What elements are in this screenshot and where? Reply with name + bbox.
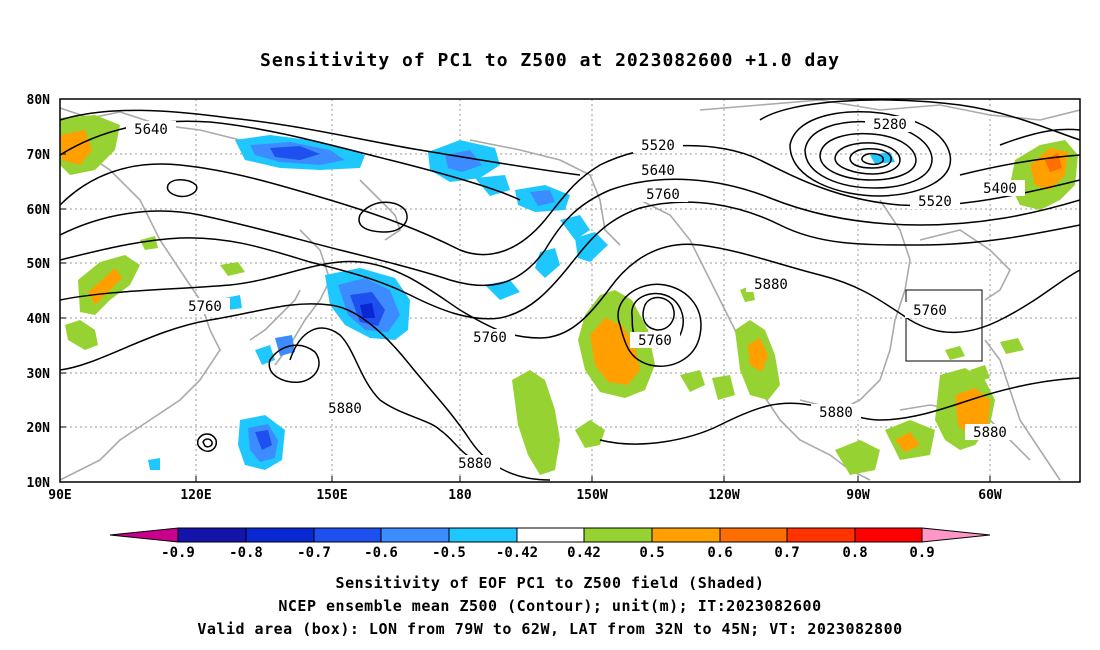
- footer-contour-caption: NCEP ensemble mean Z500 (Contour); unit(…: [278, 597, 822, 615]
- colorbar-bin: [516, 527, 585, 543]
- colorbar-low-triangle: [109, 527, 179, 543]
- contour-label: 5640: [641, 163, 675, 179]
- latitude-labels: 80N 70N 60N 50N 40N 30N 20N 10N: [27, 93, 51, 491]
- z500-contours: [60, 99, 1080, 481]
- lat-label: 80N: [27, 93, 51, 108]
- colorbar-label: 0.7: [774, 545, 799, 561]
- lon-label: 180: [448, 488, 472, 503]
- lat-label: 60N: [27, 203, 51, 218]
- colorbar-bin: [380, 527, 450, 543]
- positive-sensitivity-regions: [60, 115, 1078, 475]
- lon-label: 150W: [576, 488, 607, 503]
- colorbar-label: -0.8: [229, 545, 263, 561]
- colorbar-high-triangle: [921, 527, 991, 543]
- colorbar-label: 0.6: [707, 545, 732, 561]
- lon-label: 120E: [180, 488, 211, 503]
- lat-label: 20N: [27, 421, 51, 436]
- colorbar-bin: [583, 527, 653, 543]
- contour-label: 5880: [328, 401, 362, 417]
- colorbar-label: 0.9: [909, 545, 934, 561]
- colorbar: [109, 527, 991, 543]
- chart-title: Sensitivity of PC1 to Z500 at 2023082600…: [259, 50, 840, 71]
- colorbar-bin: [719, 527, 788, 543]
- valid-area-box: [905, 289, 983, 362]
- colorbar-label: -0.6: [364, 545, 398, 561]
- contour-label: 5280: [873, 117, 907, 133]
- colorbar-label: -0.5: [432, 545, 466, 561]
- colorbar-label: -0.9: [161, 545, 195, 561]
- contour-label: 5880: [754, 277, 788, 293]
- contour-label: 5760: [913, 303, 947, 319]
- contour-label: 5520: [918, 194, 952, 210]
- lat-label: 50N: [27, 257, 51, 272]
- contour-label: 5760: [473, 330, 507, 346]
- contour-label: 5640: [134, 122, 168, 138]
- contour-label: 5880: [973, 425, 1007, 441]
- contour-label: 5880: [458, 456, 492, 472]
- axis-ticks: [60, 98, 991, 482]
- lat-label: 10N: [27, 476, 51, 491]
- contour-label: 5760: [646, 187, 680, 203]
- contour-label: 5400: [983, 181, 1017, 197]
- contour-label: 5760: [188, 299, 222, 315]
- colorbar-bin: [245, 527, 315, 543]
- colorbar-label: -0.42: [496, 545, 538, 561]
- colorbar-label: 0.42: [567, 545, 601, 561]
- colorbar-labels: -0.9 -0.8 -0.7 -0.6 -0.5 -0.42 0.42 0.5 …: [161, 545, 935, 561]
- footer-valid-area-caption: Valid area (box): LON from 79W to 62W, L…: [197, 620, 903, 638]
- colorbar-bin: [651, 527, 721, 543]
- map-frame: [59, 98, 1081, 483]
- contour-label: 5760: [638, 333, 672, 349]
- colorbar-bin: [854, 527, 923, 543]
- colorbar-bin: [448, 527, 518, 543]
- footer-shaded-caption: Sensitivity of EOF PC1 to Z500 field (Sh…: [335, 574, 765, 592]
- lon-label: 120W: [708, 488, 739, 503]
- lon-label: 150E: [316, 488, 347, 503]
- lat-label: 70N: [27, 148, 51, 163]
- colorbar-bin: [786, 527, 856, 543]
- map-plot-area: 5640 5520 5640 5760 5280 5400 5520 5760 …: [60, 99, 1080, 482]
- colorbar-bin: [177, 527, 247, 543]
- lon-label: 60W: [978, 488, 1002, 503]
- colorbar-label: 0.5: [639, 545, 664, 561]
- colorbar-bin: [313, 527, 382, 543]
- colorbar-label: -0.7: [297, 545, 331, 561]
- colorbar-label: 0.8: [842, 545, 867, 561]
- contour-label: 5880: [819, 405, 853, 421]
- longitude-labels: 90E 120E 150E 180 150W 120W 90W 60W: [48, 488, 1002, 503]
- lon-label: 90E: [48, 488, 71, 503]
- lat-label: 30N: [27, 367, 51, 382]
- lon-label: 90W: [846, 488, 870, 503]
- contour-label: 5520: [641, 138, 675, 154]
- lat-label: 40N: [27, 312, 51, 327]
- contour-labels: 5640 5520 5640 5760 5280 5400 5520 5760 …: [126, 116, 1025, 472]
